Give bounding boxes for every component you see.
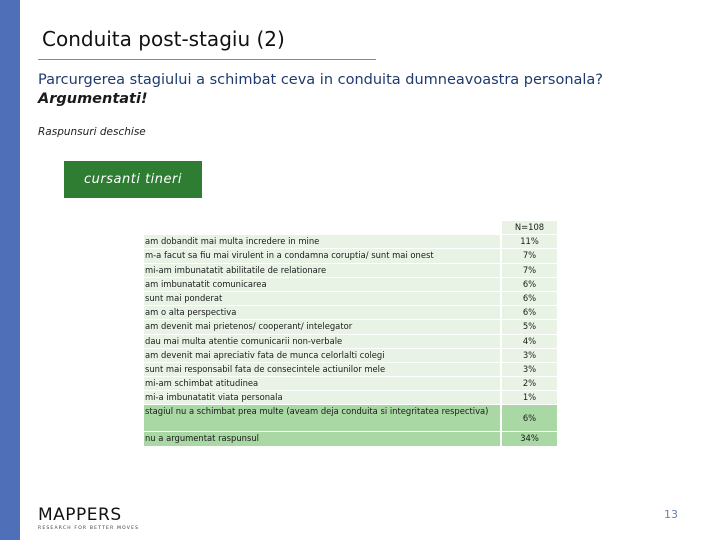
table-row: mi-am schimbat atitudinea 2% bbox=[144, 377, 557, 392]
row-label: am devenit mai prietenos/ cooperant/ int… bbox=[144, 320, 500, 334]
row-value: 7% bbox=[502, 263, 557, 277]
row-value: 6% bbox=[502, 291, 557, 306]
row-value: 11% bbox=[502, 235, 557, 249]
page-number: 13 bbox=[664, 508, 678, 521]
table-row: mi-am imbunatatit abilitatile de relatio… bbox=[144, 263, 557, 278]
mappers-logo: MAPPERS RESEARCH FOR BETTER MOVES bbox=[38, 505, 139, 531]
row-label: am imbunatatit comunicarea bbox=[144, 277, 500, 291]
summary-row: stagiul nu a schimbat prea multe (aveam … bbox=[144, 405, 557, 433]
survey-question: Parcurgerea stagiului a schimbat ceva in… bbox=[38, 71, 603, 109]
title-underline bbox=[38, 59, 376, 60]
row-value: 1% bbox=[502, 391, 557, 405]
row-label: mi-am schimbat atitudinea bbox=[144, 377, 500, 391]
left-accent-bar bbox=[0, 0, 20, 540]
row-value: 2% bbox=[502, 377, 557, 391]
table-row: m-a facut sa fiu mai virulent in a conda… bbox=[144, 249, 557, 264]
question-text: Parcurgerea stagiului a schimbat ceva in… bbox=[38, 72, 604, 88]
row-value: 4% bbox=[502, 334, 557, 348]
table-row: sunt mai responsabil fata de consecintel… bbox=[144, 362, 557, 378]
row-label: mi-am imbunatatit abilitatile de relatio… bbox=[144, 263, 500, 277]
row-value: 6% bbox=[502, 405, 557, 432]
summary-row: nu a argumentat raspunsul 34% bbox=[144, 432, 557, 447]
row-value: 5% bbox=[502, 320, 557, 334]
slide-title: Conduita post-stagiu (2) bbox=[42, 27, 285, 51]
row-label: am o alta perspectiva bbox=[144, 306, 500, 320]
table-row: dau mai multa atentie comunicarii non-ve… bbox=[144, 334, 557, 349]
row-label: stagiul nu a schimbat prea multe (aveam … bbox=[144, 405, 500, 432]
row-value: 7% bbox=[502, 249, 557, 263]
row-value: 6% bbox=[502, 277, 557, 291]
row-value: 6% bbox=[502, 306, 557, 320]
question-emphasis: Argumentati! bbox=[38, 91, 148, 107]
row-label: dau mai multa atentie comunicarii non-ve… bbox=[144, 334, 500, 348]
table-header-row: N=108 bbox=[144, 221, 557, 236]
row-label: am dobandit mai multa incredere in mine bbox=[144, 235, 500, 249]
table-row: am dobandit mai multa incredere in mine 1… bbox=[144, 235, 557, 250]
row-label: sunt mai ponderat bbox=[144, 291, 500, 306]
table-row: am devenit mai prietenos/ cooperant/ int… bbox=[144, 320, 557, 335]
logo-wordmark: MAPPERS bbox=[38, 505, 122, 525]
row-label: sunt mai responsabil fata de consecintel… bbox=[144, 362, 500, 377]
header-label-cell bbox=[144, 221, 500, 234]
row-label: nu a argumentat raspunsul bbox=[144, 432, 500, 446]
row-value: 3% bbox=[502, 362, 557, 377]
table-row: am o alta perspectiva 6% bbox=[144, 306, 557, 321]
table-row: am devenit mai apreciativ fata de munca … bbox=[144, 348, 557, 363]
table-row: sunt mai ponderat 6% bbox=[144, 291, 557, 307]
responses-table: N=108 am dobandit mai multa incredere in… bbox=[144, 221, 557, 447]
row-value: 3% bbox=[502, 348, 557, 362]
table-row: am imbunatatit comunicarea 6% bbox=[144, 277, 557, 292]
respondent-group-tag: cursanti tineri bbox=[64, 161, 202, 198]
row-label: am devenit mai apreciativ fata de munca … bbox=[144, 348, 500, 362]
sample-size: N=108 bbox=[502, 221, 557, 235]
response-type-label: Raspunsuri deschise bbox=[38, 126, 146, 138]
logo-tagline: RESEARCH FOR BETTER MOVES bbox=[38, 526, 140, 531]
row-value: 34% bbox=[502, 432, 557, 446]
table-row: mi-a imbunatatit viata personala 1% bbox=[144, 391, 557, 406]
row-label: m-a facut sa fiu mai virulent in a conda… bbox=[144, 249, 500, 263]
row-label: mi-a imbunatatit viata personala bbox=[144, 391, 500, 405]
